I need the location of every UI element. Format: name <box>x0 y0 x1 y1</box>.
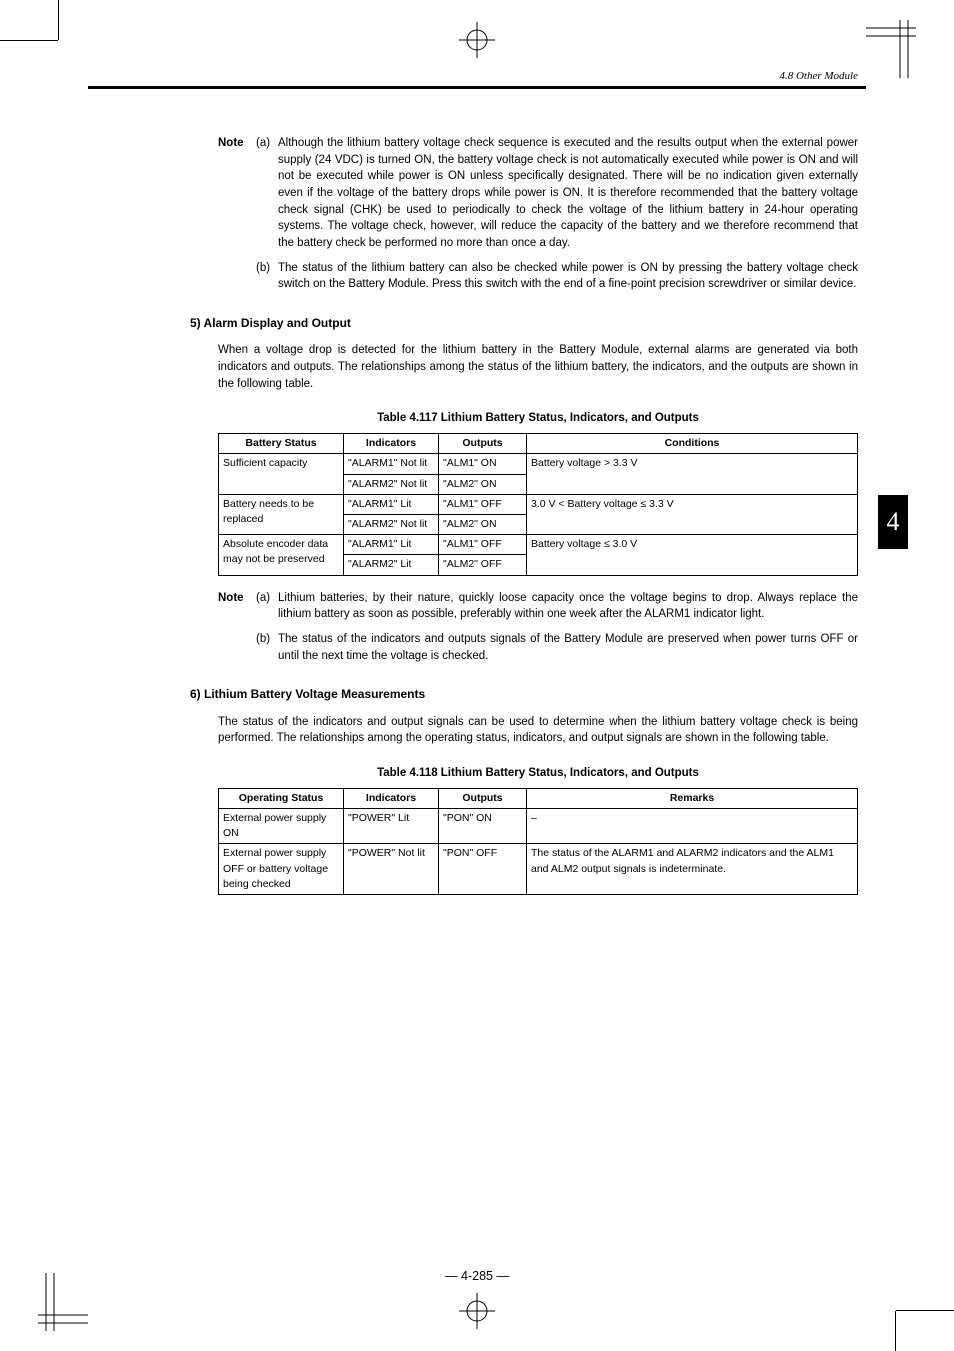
crop-mark <box>896 1310 954 1311</box>
table-cell: "POWER" Lit <box>344 808 439 843</box>
table-cell: Battery voltage > 3.3 V <box>527 454 858 494</box>
crop-mark <box>0 40 58 41</box>
table-cell: Absolute encoder data may not be preserv… <box>219 535 344 575</box>
note-text: The status of the lithium battery can al… <box>278 260 858 293</box>
note-text: Lithium batteries, by their nature, quic… <box>278 590 858 623</box>
table-cell: – <box>527 808 858 843</box>
running-head: 4.8 Other Module <box>88 70 866 82</box>
table-cell: "ALARM2" Not lit <box>344 515 439 535</box>
table-row: External power supply OFF or battery vol… <box>219 844 858 895</box>
table-cell: "ALARM1" Lit <box>344 494 439 514</box>
table-header-row: Operating Status Indicators Outputs Rema… <box>219 788 858 808</box>
body-paragraph: The status of the indicators and output … <box>218 714 858 747</box>
table-cell: External power supply ON <box>219 808 344 843</box>
note-letter: (a) <box>256 590 278 623</box>
table-cell: "ALM1" OFF <box>439 494 527 514</box>
table-row: Sufficient capacity "ALARM1" Not lit "AL… <box>219 454 858 474</box>
table-header: Outputs <box>439 788 527 808</box>
note-label: Note <box>218 135 256 301</box>
table-cell: Sufficient capacity <box>219 454 344 494</box>
header-rule <box>88 86 866 89</box>
registration-mark <box>459 1293 495 1329</box>
crop-mark <box>58 0 59 40</box>
table-cell: "ALM2" OFF <box>439 555 527 575</box>
crop-mark <box>866 20 916 78</box>
table-header: Remarks <box>527 788 858 808</box>
page-body: 4.8 Other Module Note (a) Although the l… <box>88 70 866 1241</box>
table-header: Outputs <box>439 434 527 454</box>
table-header: Indicators <box>344 434 439 454</box>
table-header: Conditions <box>527 434 858 454</box>
table-cell: "ALM1" OFF <box>439 535 527 555</box>
note-block-2: Note (a) Lithium batteries, by their nat… <box>218 590 858 673</box>
note-text: The status of the indicators and outputs… <box>278 631 858 664</box>
table-cell: 3.0 V < Battery voltage ≤ 3.3 V <box>527 494 858 534</box>
note-letter: (b) <box>256 260 278 293</box>
note-block-1: Note (a) Although the lithium battery vo… <box>218 135 858 301</box>
note-letter: (a) <box>256 135 278 252</box>
registration-mark <box>459 22 495 58</box>
table-row: External power supply ON "POWER" Lit "PO… <box>219 808 858 843</box>
table-caption-118: Table 4.118 Lithium Battery Status, Indi… <box>218 765 858 782</box>
table-cell: "ALARM2" Not lit <box>344 474 439 494</box>
crop-mark <box>38 1273 88 1331</box>
note-item: (a) Although the lithium battery voltage… <box>256 135 858 252</box>
table-cell: "PON" ON <box>439 808 527 843</box>
note-text: Although the lithium battery voltage che… <box>278 135 858 252</box>
section-heading-6: 6) Lithium Battery Voltage Measurements <box>190 686 858 703</box>
table-117: Battery Status Indicators Outputs Condit… <box>218 433 858 576</box>
table-cell: "PON" OFF <box>439 844 527 895</box>
table-header: Battery Status <box>219 434 344 454</box>
table-cell: Battery needs to be replaced <box>219 494 344 534</box>
table-cell: "ALM2" ON <box>439 474 527 494</box>
section-heading-5: 5) Alarm Display and Output <box>190 315 858 332</box>
table-cell: External power supply OFF or battery vol… <box>219 844 344 895</box>
table-cell: "ALM1" ON <box>439 454 527 474</box>
table-header: Indicators <box>344 788 439 808</box>
note-item: (a) Lithium batteries, by their nature, … <box>256 590 858 623</box>
table-row: Absolute encoder data may not be preserv… <box>219 535 858 555</box>
table-cell: "ALM2" ON <box>439 515 527 535</box>
table-cell: Battery voltage ≤ 3.0 V <box>527 535 858 575</box>
table-cell: "ALARM1" Lit <box>344 535 439 555</box>
note-label: Note <box>218 590 256 673</box>
note-item: (b) The status of the indicators and out… <box>256 631 858 664</box>
note-item: (b) The status of the lithium battery ca… <box>256 260 858 293</box>
crop-mark <box>895 1311 896 1351</box>
chapter-tab: 4 <box>878 495 908 549</box>
body-paragraph: When a voltage drop is detected for the … <box>218 342 858 392</box>
table-header-row: Battery Status Indicators Outputs Condit… <box>219 434 858 454</box>
table-cell: "POWER" Not lit <box>344 844 439 895</box>
page-number: — 4-285 — <box>88 1269 866 1283</box>
table-header: Operating Status <box>219 788 344 808</box>
content-area: Note (a) Although the lithium battery vo… <box>88 135 866 895</box>
table-caption-117: Table 4.117 Lithium Battery Status, Indi… <box>218 410 858 427</box>
note-letter: (b) <box>256 631 278 664</box>
table-cell: The status of the ALARM1 and ALARM2 indi… <box>527 844 858 895</box>
table-118: Operating Status Indicators Outputs Rema… <box>218 788 858 895</box>
table-row: Battery needs to be replaced "ALARM1" Li… <box>219 494 858 514</box>
table-cell: "ALARM1" Not lit <box>344 454 439 474</box>
table-cell: "ALARM2" Lit <box>344 555 439 575</box>
